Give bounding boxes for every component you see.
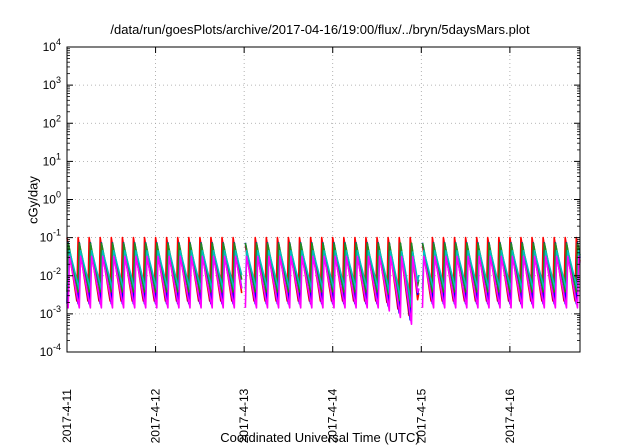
x-tick-label: 2017-4-13 — [237, 388, 251, 443]
chart-title: /data/run/goesPlots/archive/2017-04-16/1… — [110, 22, 530, 37]
y-tick-label: 10-3 — [40, 304, 61, 321]
y-tick-label: 103 — [43, 75, 61, 92]
y-tick-label: 100 — [43, 190, 61, 207]
x-tick-label: 2017-4-11 — [60, 389, 74, 443]
y-tick-label: 10-2 — [40, 266, 61, 283]
x-tick-label: 2017-4-16 — [503, 388, 517, 443]
y-tick-label: 101 — [43, 151, 61, 168]
y-tick-label: 10-1 — [40, 228, 61, 245]
ticks: 10-4 10-3 10-2 10-1 100 101 102 103 104 2017-4-11… — [40, 37, 580, 443]
y-tick-label: 102 — [43, 113, 61, 130]
series-line — [66, 255, 581, 325]
x-axis-title: Coordinated Universal Time (UTC) — [220, 430, 420, 445]
x-tick-label: 2017-4-15 — [414, 388, 428, 443]
y-tick-label: 104 — [43, 37, 61, 54]
x-tick-label: 2017-4-12 — [149, 388, 163, 443]
series-group — [66, 236, 581, 325]
x-tick-label: 2017-4-14 — [326, 388, 340, 443]
y-tick-label: 10-4 — [40, 342, 61, 359]
